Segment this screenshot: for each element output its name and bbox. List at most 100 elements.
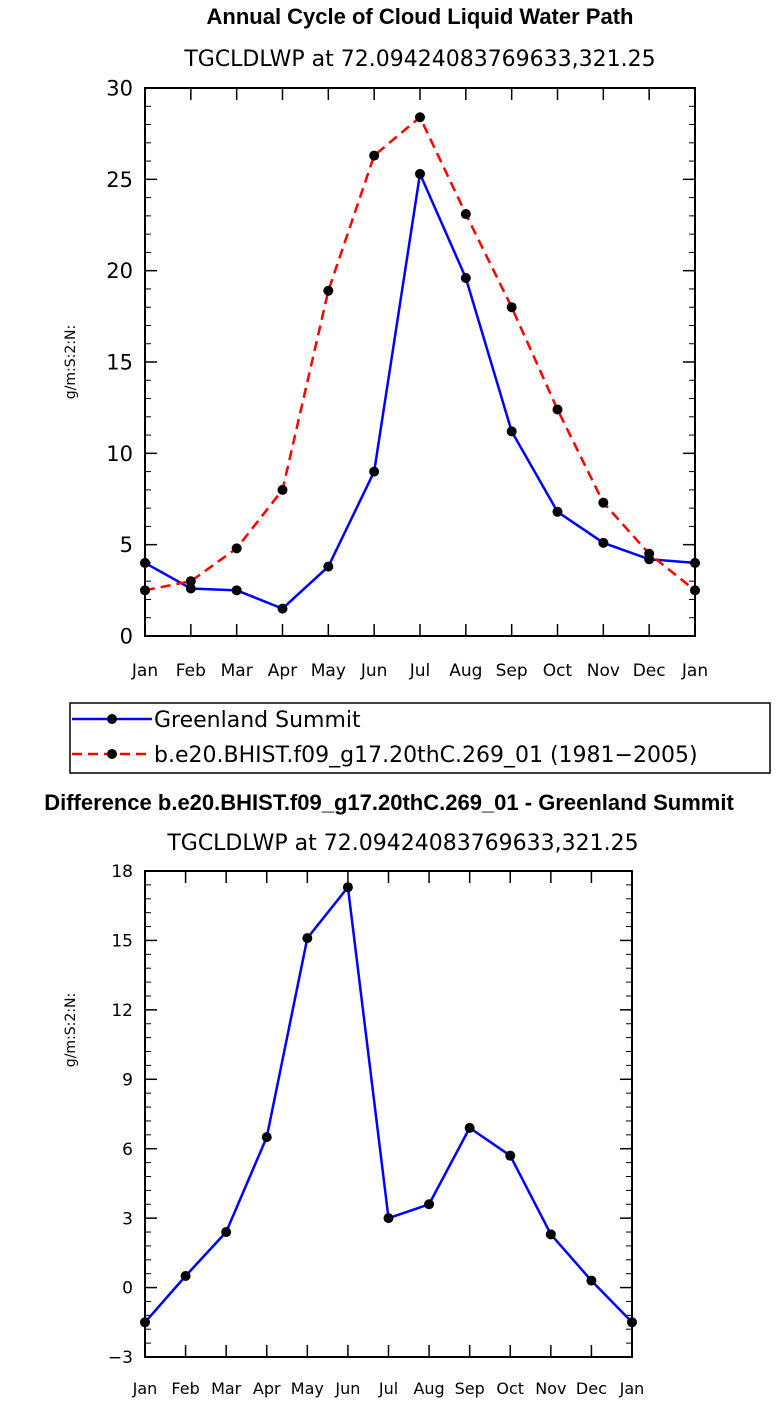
- chart2-xtick-label: Jul: [378, 1379, 398, 1398]
- chart2-xtick-label: Jun: [334, 1379, 360, 1398]
- chart1-series-1-point: [277, 484, 288, 495]
- chart2-series-0-point: [627, 1317, 637, 1328]
- legend-marker-model: [107, 749, 117, 759]
- chart2-series-0-point: [180, 1271, 191, 1281]
- chart1-ytick-label: 15: [106, 351, 133, 375]
- chart1-series-1-point: [690, 585, 700, 596]
- chart2-series-0-point: [221, 1227, 232, 1238]
- chart1-ytick-label: 25: [106, 168, 133, 192]
- chart1-series-1-point: [323, 285, 334, 296]
- chart1-series-0-point: [369, 466, 380, 477]
- chart2-ylabel: g/m:S:2:N:: [63, 993, 79, 1067]
- chart2-xtick-label: Jan: [619, 1379, 645, 1398]
- chart2-xtick-label: Jan: [132, 1379, 158, 1398]
- chart1-series-1-point: [552, 404, 563, 415]
- chart1-xtick-label: Dec: [633, 661, 666, 681]
- chart2-xtick-label: Apr: [253, 1379, 281, 1398]
- legend-marker-greenland: [107, 714, 117, 724]
- chart1-xtick-label: Jul: [409, 661, 431, 681]
- chart1-ytick-label: 10: [106, 442, 133, 466]
- chart1-series-1-point: [415, 112, 425, 123]
- chart2-series-0-point: [424, 1199, 435, 1210]
- chart2-ytick-label: 9: [122, 1070, 133, 1090]
- chart2-ytick-label: 0: [122, 1279, 133, 1299]
- chart1-subtitle: TGCLDLWP at 72.09424083769633,321.25: [183, 47, 655, 72]
- chart1-xtick-label: Jan: [131, 661, 158, 681]
- legend-label-model: b.e20.BHIST.f09_g17.20thC.269_01 (1981−2…: [154, 743, 698, 768]
- chart1-xtick-label: Feb: [176, 661, 206, 681]
- chart1-xtick-label: Nov: [587, 661, 620, 681]
- chart1-series-0-point: [415, 168, 425, 179]
- chart1-axes: 0 5 10 15 20 25 30 Jan Feb Mar Apr May Jun Jul Aug Sep O…: [106, 77, 708, 681]
- chart2-xtick-label: Nov: [535, 1379, 566, 1398]
- chart2-ytick-label: 18: [111, 862, 133, 882]
- chart2-series-0-point: [505, 1150, 516, 1161]
- chart2-axes: −3 0 3 6 9 12 15 18 Jan Feb Mar Apr May Jun Jul Aug Sep O…: [108, 862, 644, 1398]
- chart1-xtick-label: Oct: [543, 661, 573, 681]
- chart1-series-0-point: [598, 537, 609, 548]
- chart1-series-1-point: [185, 576, 196, 587]
- chart1-series-1-point: [506, 302, 517, 313]
- chart2-title: Difference b.e20.BHIST.f09_g17.20thC.269…: [44, 790, 734, 815]
- chart1-series: [140, 112, 700, 614]
- chart1-ytick-label: 0: [120, 625, 133, 649]
- chart1-series-0-point: [506, 426, 517, 437]
- chart1-series-1-point: [369, 150, 380, 161]
- chart2-ytick-label: 3: [122, 1209, 133, 1229]
- chart1-series-0-point: [460, 272, 471, 283]
- chart1-ytick-label: 20: [106, 259, 133, 283]
- chart2-xtick-label: Oct: [496, 1379, 524, 1398]
- chart2-series-0-point: [545, 1229, 556, 1240]
- chart1-series-0-point: [231, 585, 242, 596]
- chart1-series-1-point: [140, 585, 150, 596]
- chart2-series-0-line: [144, 885, 633, 1324]
- chart2-series-0-point: [383, 1213, 394, 1224]
- chart2-ytick-label: 15: [111, 932, 133, 952]
- chart2-series-0-point: [464, 1122, 475, 1133]
- chart2-series-0-point: [342, 882, 353, 893]
- chart2-ytick-label: 12: [111, 1001, 133, 1021]
- chart1-series-0-line: [144, 172, 696, 610]
- chart1-series-1-point: [598, 497, 609, 508]
- chart1-series-0-point: [323, 561, 334, 572]
- legend: Greenland Summit b.e20.BHIST.f09_g17.20t…: [69, 702, 771, 774]
- chart2-series: [140, 882, 637, 1328]
- chart1-series-1-line: [144, 115, 696, 592]
- chart1-xtick-label: Jan: [681, 661, 708, 681]
- legend-box: [69, 702, 771, 774]
- chart2-xtick-label: Sep: [455, 1379, 485, 1398]
- chart1-xtick-label: Aug: [449, 661, 482, 681]
- chart2-plot-frame: [144, 870, 633, 1358]
- chart1-series-0-point: [140, 557, 150, 568]
- chart1-xtick-label: May: [311, 661, 346, 681]
- chart1-series-1-point: [231, 543, 242, 554]
- chart1-series-1-point: [460, 209, 471, 220]
- chart2-series-0-point: [586, 1275, 597, 1286]
- annual-cycle-chart: Annual Cycle of Cloud Liquid Water Path …: [63, 4, 708, 681]
- chart2-series-0-point: [261, 1132, 272, 1143]
- chart1-series-0-point: [690, 557, 700, 568]
- chart1-title: Annual Cycle of Cloud Liquid Water Path: [207, 4, 634, 29]
- chart1-xtick-label: Sep: [496, 661, 528, 681]
- chart1-ylabel: g/m:S:2:N:: [63, 325, 79, 399]
- chart2-series-0-point: [140, 1317, 150, 1328]
- chart1-xtick-label: Apr: [268, 661, 297, 681]
- chart1-series-0-point: [552, 506, 563, 517]
- chart1-xtick-label: Mar: [221, 661, 253, 681]
- chart1-series-0-point: [185, 583, 196, 594]
- chart2-subtitle: TGCLDLWP at 72.09424083769633,321.25: [166, 831, 638, 856]
- chart1-ytick-label: 5: [120, 533, 133, 557]
- chart2-ytick-label: −3: [108, 1348, 133, 1368]
- chart2-xtick-label: Feb: [171, 1379, 199, 1398]
- chart2-xtick-label: Aug: [413, 1379, 444, 1398]
- chart2-series-0-point: [302, 933, 313, 944]
- chart1-xtick-label: Jun: [360, 661, 388, 681]
- chart2-ytick-label: 6: [122, 1140, 133, 1160]
- chart1-ytick-label: 30: [106, 77, 133, 101]
- legend-label-greenland: Greenland Summit: [154, 708, 361, 733]
- chart2-xtick-label: Mar: [211, 1379, 242, 1398]
- chart2-xtick-label: Dec: [576, 1379, 607, 1398]
- chart1-series-0-point: [277, 603, 288, 614]
- chart2-xtick-label: May: [291, 1379, 324, 1398]
